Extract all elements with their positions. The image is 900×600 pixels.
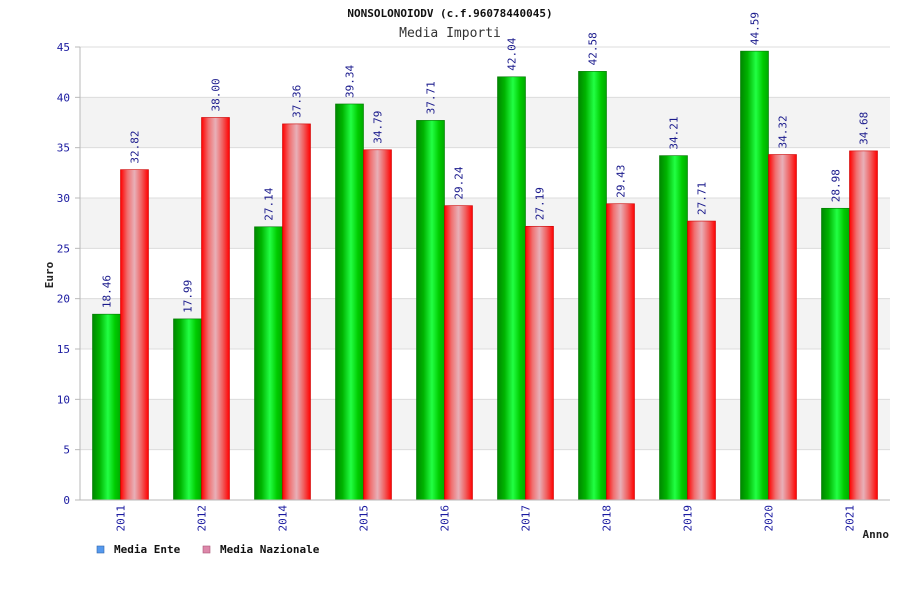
bar-media-nazionale <box>768 154 797 501</box>
bar-media-ente <box>254 226 283 501</box>
y-tick-label: 25 <box>57 242 70 255</box>
x-tick-label: 2018 <box>601 505 614 532</box>
x-tick-label: 2020 <box>763 505 776 532</box>
data-label: 37.71 <box>425 81 438 114</box>
y-axis-title: Euro <box>43 261 56 288</box>
y-axis-ticks: 0 5 10 15 20 25 30 35 40 45 <box>57 41 80 507</box>
x-axis-title: Anno <box>863 528 890 541</box>
legend-label-media-nazionale: Media Nazionale <box>220 543 320 556</box>
bar-media-ente <box>659 155 688 501</box>
x-tick-label: 2012 <box>196 505 209 532</box>
bar-media-ente <box>173 318 202 501</box>
x-tick-label: 2015 <box>358 505 371 532</box>
y-tick-label: 30 <box>57 192 70 205</box>
data-label: 34.68 <box>858 112 871 145</box>
bar-media-ente <box>416 120 445 501</box>
x-tick-label: 2019 <box>682 505 695 532</box>
bar-media-nazionale <box>282 123 311 501</box>
data-label: 17.99 <box>182 280 195 313</box>
data-label: 34.79 <box>372 111 385 144</box>
y-tick-label: 0 <box>63 494 70 507</box>
data-label: 38.00 <box>210 78 223 111</box>
data-label: 29.43 <box>615 165 628 198</box>
value-labels: 18.46 32.82 17.99 38.00 27.14 37.36 39.34 34.79… <box>101 12 871 313</box>
bar-media-ente <box>92 313 121 501</box>
bar-media-ente <box>335 103 364 501</box>
data-label: 42.04 <box>506 37 519 70</box>
bar-media-nazionale <box>444 205 473 501</box>
legend-swatch-media-nazionale <box>202 545 211 554</box>
data-label: 27.71 <box>696 182 709 215</box>
bar-media-nazionale <box>120 169 149 501</box>
legend: Media Ente Media Nazionale <box>96 543 320 556</box>
data-label: 27.14 <box>263 187 276 220</box>
data-label: 29.24 <box>453 166 466 199</box>
chart-title: NONSOLONOIODV (c.f.96078440045) <box>347 7 552 20</box>
x-tick-label: 2017 <box>520 505 533 532</box>
legend-label-media-ente: Media Ente <box>114 543 181 556</box>
y-tick-label: 20 <box>57 293 70 306</box>
bar-media-ente <box>821 207 850 501</box>
x-tick-label: 2014 <box>277 505 290 532</box>
data-label: 18.46 <box>101 275 114 308</box>
bar-media-nazionale <box>363 149 392 501</box>
x-tick-label: 2011 <box>115 505 128 532</box>
bar-media-nazionale <box>201 117 230 501</box>
bar-media-nazionale <box>525 225 554 501</box>
x-tick-label: 2021 <box>844 505 857 532</box>
chart-subtitle: Media Importi <box>399 26 501 41</box>
bar-media-ente <box>740 50 769 501</box>
x-tick-label: 2016 <box>439 505 452 532</box>
data-label: 39.34 <box>344 64 357 97</box>
bar-media-nazionale <box>687 220 716 501</box>
data-label: 27.19 <box>534 187 547 220</box>
data-label: 28.98 <box>830 169 843 202</box>
data-label: 32.82 <box>129 130 142 163</box>
legend-swatch-media-ente <box>96 545 105 554</box>
y-tick-label: 45 <box>57 41 70 54</box>
y-tick-label: 15 <box>57 343 70 356</box>
data-label: 42.58 <box>587 32 600 65</box>
bars <box>92 50 878 501</box>
data-label: 34.21 <box>668 116 681 149</box>
data-label: 34.32 <box>777 115 790 148</box>
bar-media-nazionale <box>606 203 635 501</box>
y-tick-label: 35 <box>57 142 70 155</box>
y-tick-label: 40 <box>57 91 70 104</box>
bar-media-ente <box>578 71 607 501</box>
y-tick-label: 10 <box>57 393 70 406</box>
data-label: 37.36 <box>291 85 304 118</box>
x-axis-ticks: 2011 2012 2014 2015 2016 2017 2018 2019 2020 2021 <box>115 505 857 532</box>
data-label: 44.59 <box>749 12 762 45</box>
bar-media-ente <box>497 76 526 501</box>
bar-media-nazionale <box>849 150 878 501</box>
y-tick-label: 5 <box>63 444 70 457</box>
